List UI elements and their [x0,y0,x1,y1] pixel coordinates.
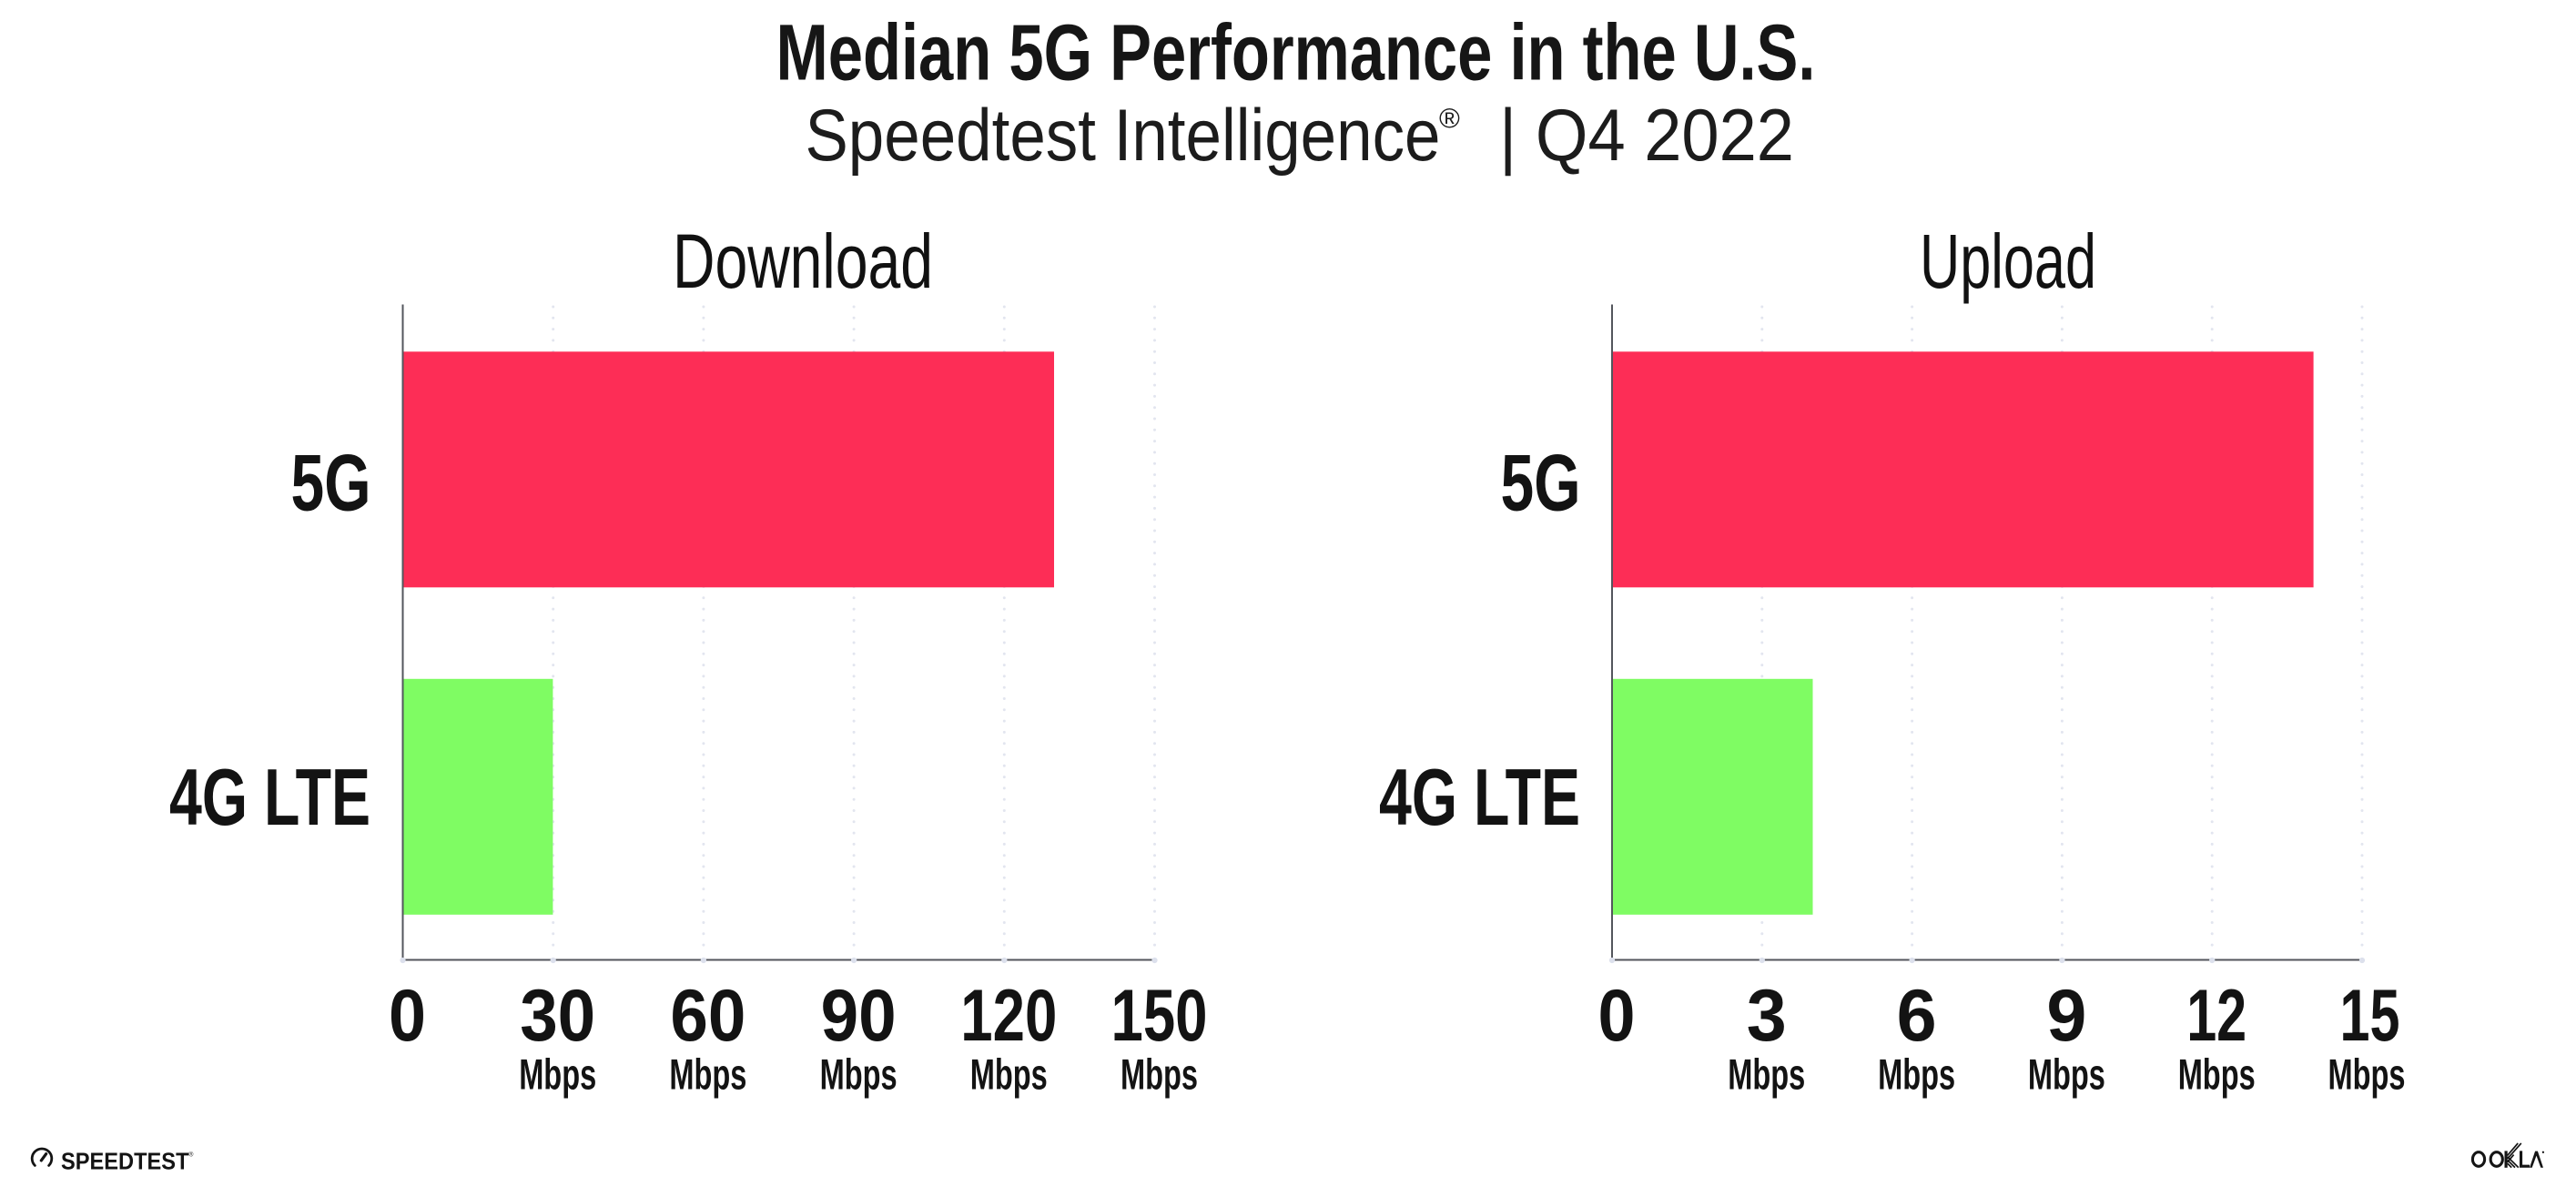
svg-text:12: 12 [2186,975,2246,1057]
svg-text:®: ® [188,1151,194,1158]
svg-text:0: 0 [1598,975,1636,1057]
svg-text:30: 30 [520,975,595,1057]
svg-text:SPEEDTEST: SPEEDTEST [61,1148,189,1175]
svg-text:9: 9 [2046,975,2086,1057]
svg-text:15: 15 [2340,975,2400,1057]
svg-text:Download: Download [673,218,933,304]
svg-text:150: 150 [1111,975,1208,1057]
svg-text:Mbps: Mbps [519,1050,596,1099]
svg-text:Mbps: Mbps [1121,1050,1198,1099]
svg-text:60: 60 [670,975,745,1057]
svg-text:Mbps: Mbps [1878,1050,1955,1099]
svg-text:4G LTE: 4G LTE [169,752,370,842]
svg-text:Speedtest Intelligence: Speedtest Intelligence [806,95,1441,177]
svg-text:Upload: Upload [1920,218,2096,304]
svg-text:5G: 5G [1501,438,1581,528]
svg-text:3: 3 [1747,975,1787,1057]
svg-text:6: 6 [1897,975,1937,1057]
svg-text:90: 90 [821,975,897,1057]
svg-text:Mbps: Mbps [2328,1050,2406,1099]
svg-text:4G LTE: 4G LTE [1379,752,1580,842]
svg-text:| Q4 2022: | Q4 2022 [1499,95,1794,177]
svg-text:Mbps: Mbps [669,1050,746,1099]
svg-text:Mbps: Mbps [2028,1050,2105,1099]
svg-text:Mbps: Mbps [1728,1050,1805,1099]
svg-text:Mbps: Mbps [820,1050,898,1099]
svg-text:Mbps: Mbps [970,1050,1048,1099]
svg-text:®: ® [1439,103,1460,135]
svg-text:120: 120 [960,975,1057,1057]
svg-text:Median 5G Performance in the U: Median 5G Performance in the U.S. [776,7,1816,96]
svg-text:Mbps: Mbps [2178,1050,2256,1099]
svg-text:0: 0 [389,975,426,1057]
svg-text:5G: 5G [291,438,371,528]
